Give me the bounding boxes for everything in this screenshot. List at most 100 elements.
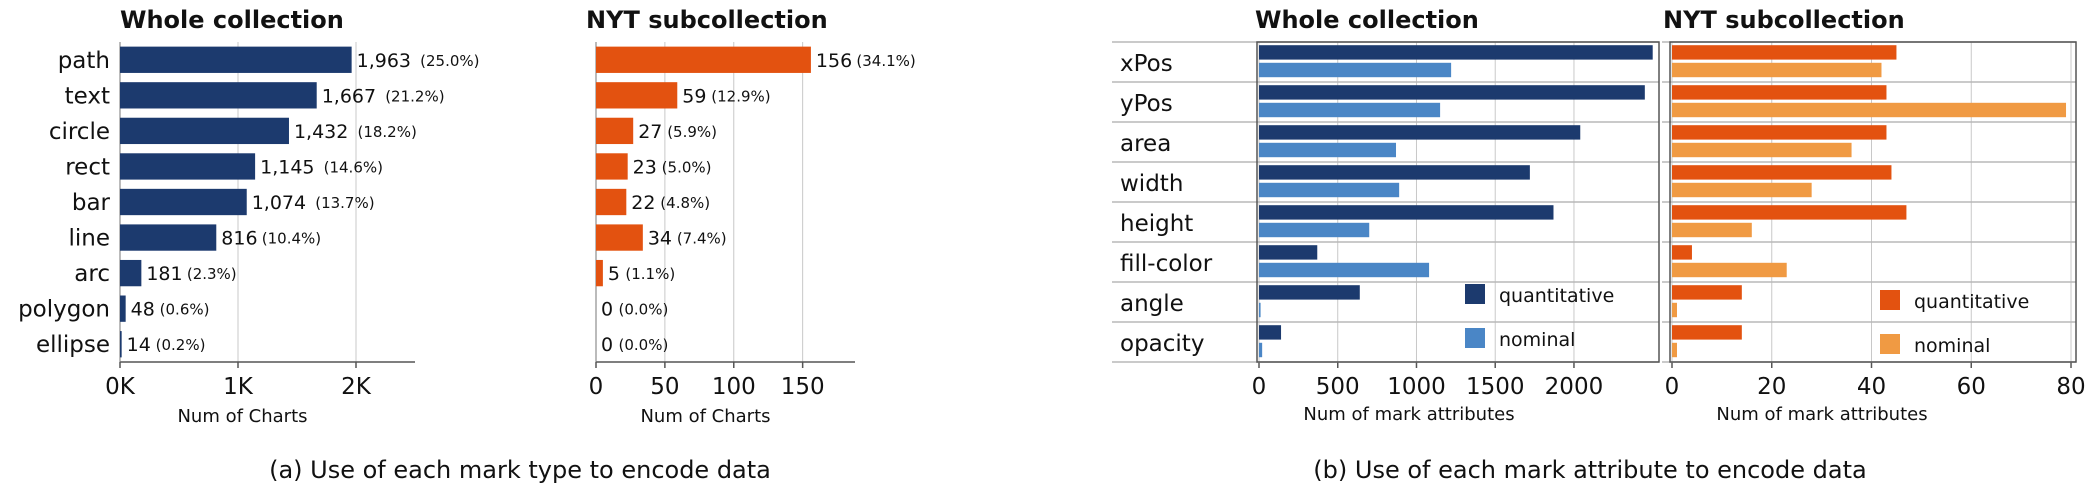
x-tick-label: 2K (341, 374, 372, 400)
value-label: 14 (127, 334, 151, 356)
category-label: height (1120, 211, 1193, 237)
bar (120, 153, 256, 180)
chart-title: Whole collection (120, 6, 344, 34)
bar (120, 295, 126, 322)
x-tick-label: 50 (650, 374, 679, 400)
bar (120, 259, 142, 287)
x-tick-label: 80 (2056, 374, 2085, 400)
category-label: circle (49, 119, 110, 145)
category-label: bar (72, 190, 111, 216)
bar (120, 46, 352, 73)
percent-label: (10.4%) (262, 230, 321, 248)
x-tick-label: 500 (1316, 374, 1360, 400)
bar-quantitative (1259, 125, 1581, 140)
bar-quantitative (1672, 325, 1742, 340)
bar-quantitative (1259, 165, 1530, 180)
x-axis-label: Num of mark attributes (1716, 404, 1927, 425)
percent-label: (21.2%) (385, 87, 444, 105)
bar-quantitative (1672, 85, 1887, 100)
category-label: area (1120, 131, 1171, 157)
percent-label: (12.9%) (711, 87, 770, 105)
x-tick-label: 1K (223, 374, 254, 400)
bar-nominal (1672, 342, 1677, 358)
x-axis-label: Num of Charts (177, 406, 307, 427)
category-label: arc (74, 261, 110, 287)
x-tick-label: 40 (1857, 374, 1886, 400)
legend-label-quantitative: quantitative (1499, 285, 1614, 307)
bar-nominal (1259, 62, 1452, 78)
bar-nominal (1259, 222, 1370, 238)
bar (596, 153, 628, 180)
bar-quantitative (1672, 205, 1907, 220)
bar-nominal (1672, 222, 1752, 238)
bar-quantitative (1259, 45, 1653, 60)
x-tick-label: 100 (712, 374, 756, 400)
category-label: width (1120, 171, 1183, 197)
bar-quantitative (1672, 125, 1887, 140)
bar-quantitative (1672, 165, 1892, 180)
x-tick-label: 2000 (1545, 374, 1604, 400)
x-tick-label: 1500 (1466, 374, 1525, 400)
bar-nominal (1672, 142, 1852, 158)
x-tick-label: 0 (1252, 374, 1267, 400)
chart-b-whole: Whole collection 0 500 1000 1500 2000 Num of m… (1112, 6, 1660, 425)
bar-nominal (1259, 262, 1430, 278)
chart-b-nyt: NYT subcollection 0 20 40 60 80 Num of mark at… (1662, 6, 2086, 425)
bar-quantitative (1672, 45, 1897, 60)
bar-nominal (1672, 182, 1812, 198)
percent-label: (5.9%) (667, 123, 717, 141)
bar-nominal (1672, 102, 2067, 118)
value-label: 23 (633, 156, 657, 178)
value-label: 1,667 (322, 85, 376, 107)
percent-label: (18.2%) (357, 123, 416, 141)
legend-label-nominal: nominal (1914, 335, 1990, 357)
bar (120, 117, 289, 145)
category-label: xPos (1120, 51, 1173, 77)
bar (596, 259, 603, 287)
value-label: 156 (816, 50, 852, 72)
chart-title: NYT subcollection (586, 6, 828, 34)
chart-title: NYT subcollection (1663, 6, 1905, 34)
percent-label: (14.6%) (324, 158, 383, 176)
bar (120, 331, 122, 358)
legend-swatch-quantitative (1465, 284, 1485, 304)
value-label: 1,432 (294, 121, 348, 143)
x-tick-label: 20 (1757, 374, 1786, 400)
caption-b: (b) Use of each mark attribute to encode… (1313, 456, 1866, 484)
value-label: 27 (638, 121, 662, 143)
bar (120, 188, 247, 216)
percent-label: (2.3%) (187, 265, 237, 283)
percent-label: (1.1%) (625, 265, 675, 283)
bar-nominal (1259, 142, 1397, 158)
value-label: 1,145 (260, 156, 314, 178)
category-label: polygon (18, 297, 110, 323)
value-label: 34 (648, 228, 672, 250)
value-label: 181 (146, 263, 182, 285)
category-label: fill-color (1120, 251, 1213, 277)
caption-a: (a) Use of each mark type to encode data (269, 456, 771, 484)
x-tick-label: 0 (589, 374, 604, 400)
bar-quantitative (1259, 325, 1282, 340)
category-label: text (65, 83, 110, 109)
bar-quantitative (1259, 245, 1318, 260)
bar-quantitative (1672, 285, 1742, 300)
bar-nominal (1259, 302, 1261, 318)
bar (596, 82, 678, 109)
percent-label: (0.2%) (156, 336, 206, 354)
plot-frame (1256, 41, 1660, 363)
bar (596, 117, 634, 145)
percent-label: (13.7%) (315, 194, 374, 212)
percent-label: (0.6%) (160, 301, 210, 319)
percent-label: (34.1%) (856, 52, 915, 70)
bar (596, 46, 811, 73)
bar-nominal (1672, 302, 1677, 318)
x-tick-label: 0 (1665, 374, 1680, 400)
percent-label: (7.4%) (677, 230, 727, 248)
legend: quantitative nominal (1465, 284, 1614, 351)
bar-quantitative (1672, 245, 1692, 260)
chart-a-whole: Whole collection 0K 1K 2K Num of Charts path 1… (18, 6, 479, 427)
x-tick-label: 0K (105, 374, 136, 400)
bar-quantitative (1259, 205, 1554, 220)
chart-title: Whole collection (1255, 6, 1479, 34)
bar (120, 224, 217, 251)
